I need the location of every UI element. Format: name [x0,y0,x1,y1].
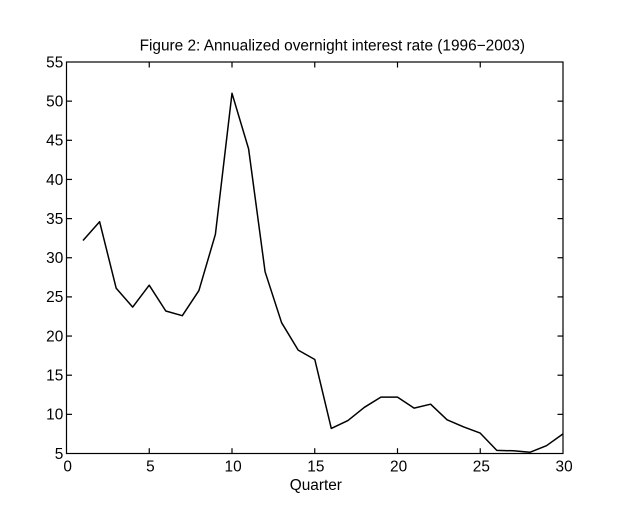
svg-text:30: 30 [556,459,573,476]
svg-text:10: 10 [46,407,63,424]
svg-text:5: 5 [55,446,64,463]
svg-text:10: 10 [225,459,242,476]
svg-text:25: 25 [473,459,490,476]
svg-text:20: 20 [390,459,407,476]
svg-text:20: 20 [46,328,63,345]
svg-text:Quarter: Quarter [290,477,342,494]
svg-text:50: 50 [46,93,63,110]
svg-text:Figure 2: Annualized overnight: Figure 2: Annualized overnight interest … [140,38,525,55]
svg-text:45: 45 [46,133,63,150]
svg-text:35: 35 [46,211,63,228]
svg-text:55: 55 [46,54,63,71]
svg-text:0: 0 [63,459,72,476]
svg-text:15: 15 [307,459,324,476]
svg-text:25: 25 [46,289,63,306]
svg-text:15: 15 [46,368,63,385]
svg-text:30: 30 [46,250,63,267]
svg-text:40: 40 [46,172,63,189]
svg-text:5: 5 [146,459,155,476]
